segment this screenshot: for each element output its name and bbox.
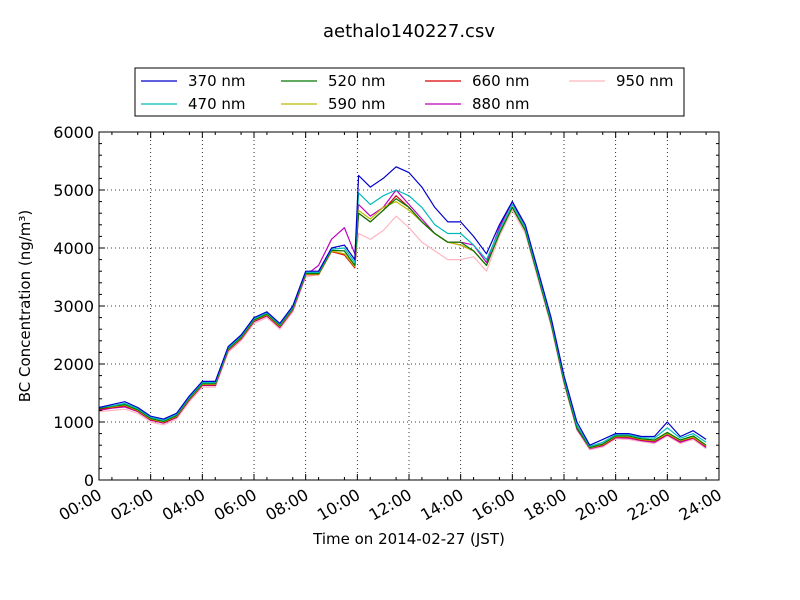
- y-tick-label: 0: [84, 471, 94, 490]
- y-tick-labels: 0 1000 2000 3000 4000 5000 6000: [53, 123, 94, 490]
- x-tick-label: 20:00: [572, 485, 621, 525]
- series-line-590-nm: [98, 201, 707, 449]
- legend: 370 nm 470 nm 520 nm 590 nm 660 nm 880 nm 950 …: [134, 67, 685, 117]
- y-tick-label: 4000: [53, 239, 94, 258]
- series-line-950-nm: [98, 209, 707, 451]
- x-tick-label: 10:00: [314, 485, 363, 525]
- grid: [99, 132, 719, 480]
- legend-label: 880 nm: [472, 95, 530, 113]
- x-tick-label: 02:00: [107, 485, 156, 525]
- x-tick-label: 22:00: [624, 485, 673, 525]
- x-tick-label: 12:00: [366, 485, 415, 525]
- legend-label: 520 nm: [328, 72, 386, 90]
- y-tick-label: 5000: [53, 181, 94, 200]
- x-tick-label: 14:00: [417, 485, 466, 525]
- x-axis-label: Time on 2014-02-27 (JST): [312, 530, 505, 548]
- series-line-470-nm: [98, 189, 707, 447]
- series-line-370-nm: [98, 166, 707, 446]
- y-tick-label: 6000: [53, 123, 94, 142]
- x-tick-label: 06:00: [211, 485, 260, 525]
- y-axis-label: BC Concentration (ng/m³): [16, 210, 34, 403]
- x-tick-label: 00:00: [56, 485, 105, 525]
- x-tick-label: 04:00: [159, 485, 208, 525]
- x-tick-labels: 00:00 02:00 04:00 06:00 08:00 10:00 12:00 14:00…: [56, 485, 725, 525]
- legend-box: [134, 67, 685, 117]
- x-tick-label: 16:00: [469, 485, 518, 525]
- legend-label: 950 nm: [616, 72, 674, 90]
- legend-label: 590 nm: [328, 95, 386, 113]
- plot-frame: [98, 131, 720, 481]
- y-tick-label: 1000: [53, 413, 94, 432]
- x-tick-label: 18:00: [521, 485, 570, 525]
- x-tick-label: 08:00: [262, 485, 311, 525]
- series-layer: [98, 166, 707, 451]
- legend-label: 370 nm: [188, 72, 246, 90]
- y-tick-label: 3000: [53, 297, 94, 316]
- legend-label: 470 nm: [188, 95, 246, 113]
- legend-label: 660 nm: [472, 72, 530, 90]
- series-line-880-nm: [98, 189, 707, 450]
- series-line-520-nm: [98, 198, 707, 449]
- y-tick-label: 2000: [53, 355, 94, 374]
- x-tick-label: 24:00: [676, 485, 725, 525]
- series-line-660-nm: [98, 195, 707, 449]
- chart-title: aethalo140227.csv: [323, 21, 495, 42]
